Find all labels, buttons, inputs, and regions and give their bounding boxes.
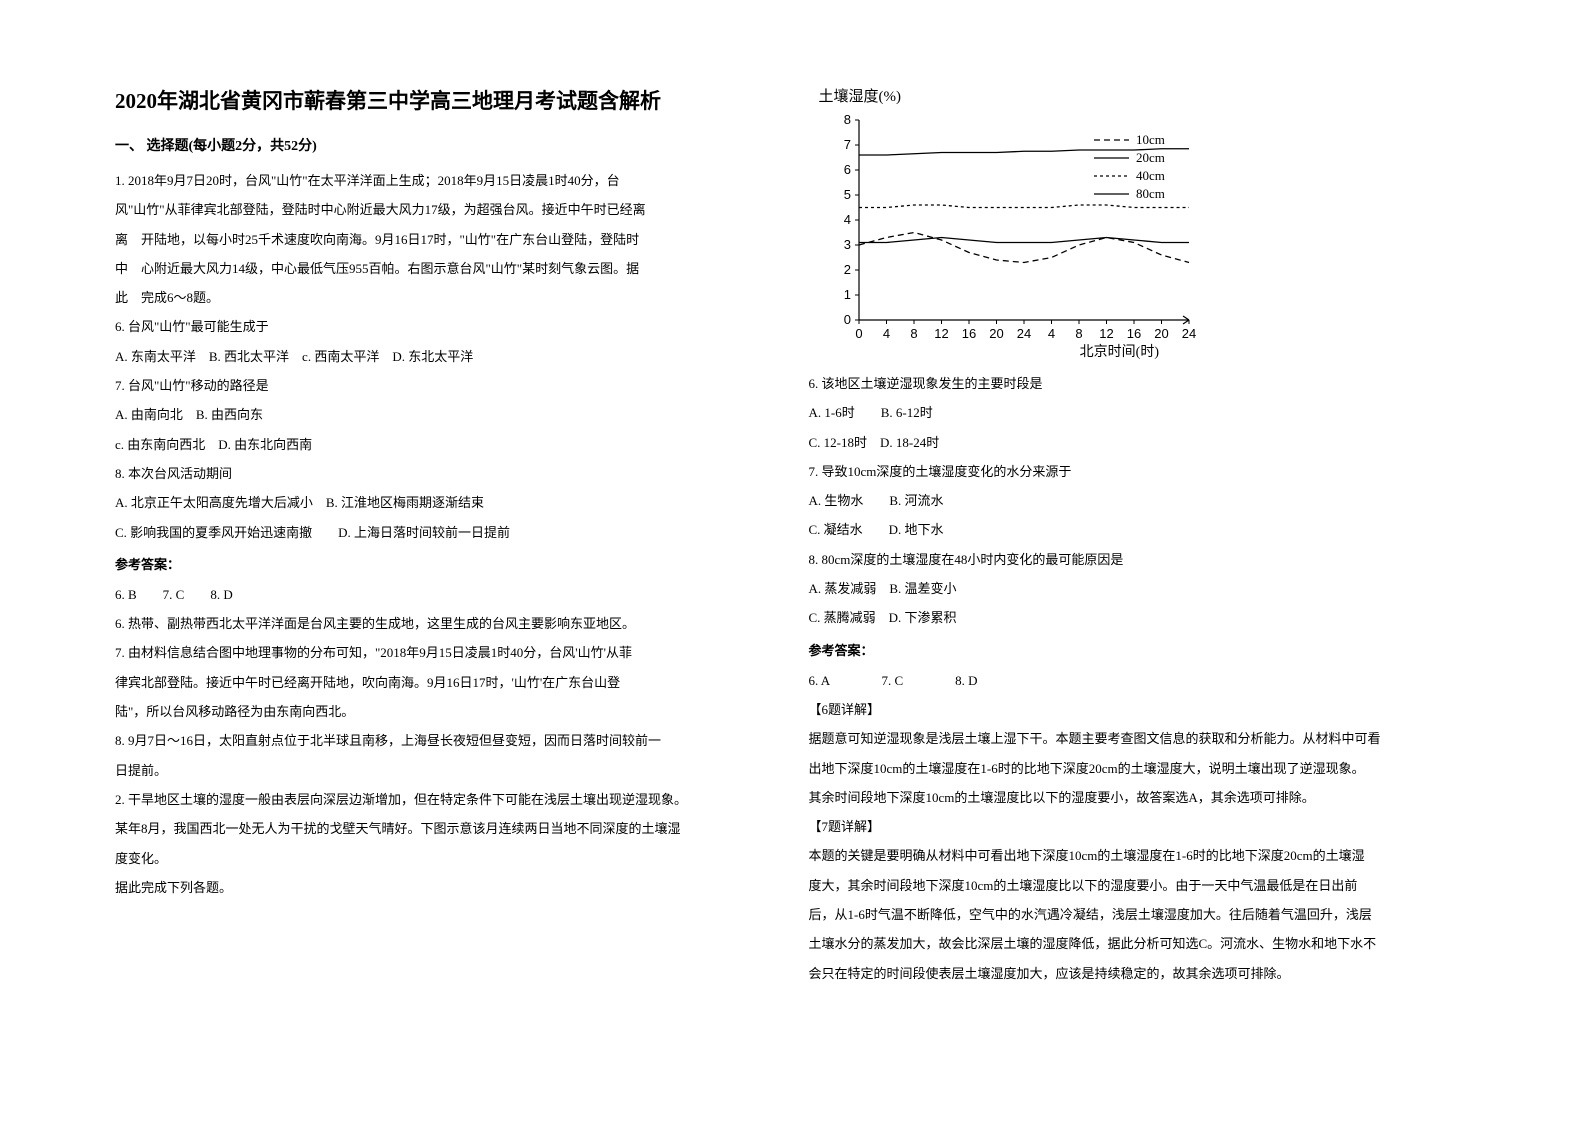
text-line: 6. 台风"山竹"最可能生成于	[115, 313, 779, 340]
svg-text:40cm: 40cm	[1136, 168, 1165, 183]
answer-block-1: 6. B 7. C 8. D6. 热带、副热带西北太平洋洋面是台风主要的生成地，…	[115, 581, 779, 901]
answer-header-right: 参考答案：	[809, 640, 1473, 659]
text-line: 8. 本次台风活动期间	[115, 460, 779, 487]
text-line: 度大，其余时间段地下深度10cm的土壤湿度比以下的湿度要小。由于一天中气温最低是…	[809, 872, 1473, 899]
svg-text:3: 3	[843, 237, 850, 252]
text-line: 陆"，所以台风移动路径为由东南向西北。	[115, 698, 779, 725]
right-column: 土壤湿度(%) 012345678048121620244812162024北京…	[794, 85, 1488, 1082]
detail6-header: 【6题详解】	[809, 696, 1473, 723]
detail7-block: 本题的关键是要明确从材料中可看出地下深度10cm的土壤湿度在1-6时的比地下深度…	[809, 842, 1473, 986]
section-header: 一、 选择题(每小题2分，共52分)	[115, 135, 779, 155]
svg-text:7: 7	[843, 137, 850, 152]
svg-text:4: 4	[882, 326, 889, 341]
svg-text:12: 12	[1099, 326, 1113, 341]
svg-text:16: 16	[1126, 326, 1140, 341]
text-line: 1. 2018年9月7日20时，台风"山竹"在太平洋洋面上生成；2018年9月1…	[115, 167, 779, 194]
svg-text:8: 8	[843, 112, 850, 127]
text-line: 离 开陆地，以每小时25千术速度吹向南海。9月16日17时，"山竹"在广东台山登…	[115, 226, 779, 253]
text-line: 6. B 7. C 8. D	[115, 581, 779, 608]
svg-text:4: 4	[843, 212, 850, 227]
text-line: 律宾北部登陆。接近中午时已经离开陆地，吹向南海。9月16日17时，'山竹'在广东…	[115, 669, 779, 696]
text-line: 会只在特定的时间段使表层土壤湿度加大，应该是持续稳定的，故其余选项可排除。	[809, 960, 1473, 987]
svg-text:24: 24	[1181, 326, 1195, 341]
svg-text:16: 16	[961, 326, 975, 341]
text-line: A. 1-6时 B. 6-12时	[809, 399, 1473, 426]
text-line: C. 影响我国的夏季风开始迅速南撤 D. 上海日落时间较前一日提前	[115, 519, 779, 546]
text-line: 风"山竹"从菲律宾北部登陆，登陆时中心附近最大风力17级，为超强台风。接近中午时…	[115, 196, 779, 223]
text-line: 8. 9月7日～16日，太阳直射点位于北半球且南移，上海昼长夜短但昼变短，因而日…	[115, 727, 779, 754]
chart-container: 土壤湿度(%) 012345678048121620244812162024北京…	[819, 85, 1239, 360]
svg-text:0: 0	[843, 312, 850, 327]
text-line: 7. 台风"山竹"移动的路径是	[115, 372, 779, 399]
chart-ylabel: 土壤湿度(%)	[819, 85, 1239, 106]
text-line: 8. 80cm深度的土壤湿度在48小时内变化的最可能原因是	[809, 546, 1473, 573]
text-line: A. 北京正午太阳高度先增大后减小 B. 江淮地区梅雨期逐渐结束	[115, 489, 779, 516]
text-line: A. 生物水 B. 河流水	[809, 487, 1473, 514]
left-column: 2020年湖北省黄冈市蕲春第三中学高三地理月考试题含解析 一、 选择题(每小题2…	[100, 85, 794, 1082]
text-line: 据题意可知逆湿现象是浅层土壤上湿下干。本题主要考查图文信息的获取和分析能力。从材…	[809, 725, 1473, 752]
text-line: C. 凝结水 D. 地下水	[809, 516, 1473, 543]
text-line: 其余时间段地下深度10cm的土壤湿度比以下的湿度要小，故答案选A，其余选项可排除…	[809, 784, 1473, 811]
text-line: 本题的关键是要明确从材料中可看出地下深度10cm的土壤湿度在1-6时的比地下深度…	[809, 842, 1473, 869]
answer-header-left: 参考答案：	[115, 554, 779, 573]
text-line: 7. 由材料信息结合图中地理事物的分布可知，"2018年9月15日凌晨1时40分…	[115, 639, 779, 666]
answer-summary: 6. A 7. C 8. D	[809, 667, 1473, 694]
svg-text:8: 8	[910, 326, 917, 341]
svg-text:20: 20	[1154, 326, 1168, 341]
text-line: 中 心附近最大风力14级，中心最低气压955百帕。右图示意台风"山竹"某时刻气象…	[115, 255, 779, 282]
question-block-2: 6. 该地区土壤逆湿现象发生的主要时段是A. 1-6时 B. 6-12时 C. 1…	[809, 370, 1473, 632]
detail7-header: 【7题详解】	[809, 813, 1473, 840]
svg-text:10cm: 10cm	[1136, 132, 1165, 147]
text-line: 某年8月，我国西北一处无人为干扰的戈壁天气晴好。下图示意该月连续两日当地不同深度…	[115, 815, 779, 842]
question-block-1: 1. 2018年9月7日20时，台风"山竹"在太平洋洋面上生成；2018年9月1…	[115, 167, 779, 546]
text-line: c. 由东南向西北 D. 由东北向西南	[115, 431, 779, 458]
text-line: 日提前。	[115, 757, 779, 784]
svg-text:1: 1	[843, 287, 850, 302]
text-line: 此 完成6～8题。	[115, 284, 779, 311]
text-line: 6. 该地区土壤逆湿现象发生的主要时段是	[809, 370, 1473, 397]
text-line: 土壤水分的蒸发加大，故会比深层土壤的湿度降低，据此分析可知选C。河流水、生物水和…	[809, 930, 1473, 957]
svg-text:2: 2	[843, 262, 850, 277]
svg-text:12: 12	[934, 326, 948, 341]
text-line: A. 蒸发减弱 B. 温差变小	[809, 575, 1473, 602]
svg-text:20cm: 20cm	[1136, 150, 1165, 165]
text-line: 6. 热带、副热带西北太平洋洋面是台风主要的生成地，这里生成的台风主要影响东亚地…	[115, 610, 779, 637]
text-line: A. 由南向北 B. 由西向东	[115, 401, 779, 428]
svg-text:24: 24	[1016, 326, 1030, 341]
text-line: A. 东南太平洋 B. 西北太平洋 c. 西南太平洋 D. 东北太平洋	[115, 343, 779, 370]
svg-text:8: 8	[1075, 326, 1082, 341]
svg-text:5: 5	[843, 187, 850, 202]
text-line: 据此完成下列各题。	[115, 874, 779, 901]
detail6-block: 据题意可知逆湿现象是浅层土壤上湿下干。本题主要考查图文信息的获取和分析能力。从材…	[809, 725, 1473, 811]
svg-text:0: 0	[855, 326, 862, 341]
page-title: 2020年湖北省黄冈市蕲春第三中学高三地理月考试题含解析	[115, 85, 779, 115]
text-line: 度变化。	[115, 845, 779, 872]
svg-text:6: 6	[843, 162, 850, 177]
svg-text:4: 4	[1047, 326, 1054, 341]
soil-humidity-chart: 012345678048121620244812162024北京时间(时)10c…	[819, 110, 1259, 360]
text-line: 后，从1-6时气温不断降低，空气中的水汽遇冷凝结，浅层土壤湿度加大。往后随着气温…	[809, 901, 1473, 928]
text-line: C. 蒸腾减弱 D. 下渗累积	[809, 604, 1473, 631]
svg-text:20: 20	[989, 326, 1003, 341]
svg-text:北京时间(时): 北京时间(时)	[1079, 344, 1159, 360]
text-line: 2. 干旱地区土壤的湿度一般由表层向深层边渐增加，但在特定条件下可能在浅层土壤出…	[115, 786, 779, 813]
text-line: 出地下深度10cm的土壤湿度在1-6时的比地下深度20cm的土壤湿度大，说明土壤…	[809, 755, 1473, 782]
text-line: 7. 导致10cm深度的土壤湿度变化的水分来源于	[809, 458, 1473, 485]
text-line: C. 12-18时 D. 18-24时	[809, 429, 1473, 456]
svg-text:80cm: 80cm	[1136, 186, 1165, 201]
